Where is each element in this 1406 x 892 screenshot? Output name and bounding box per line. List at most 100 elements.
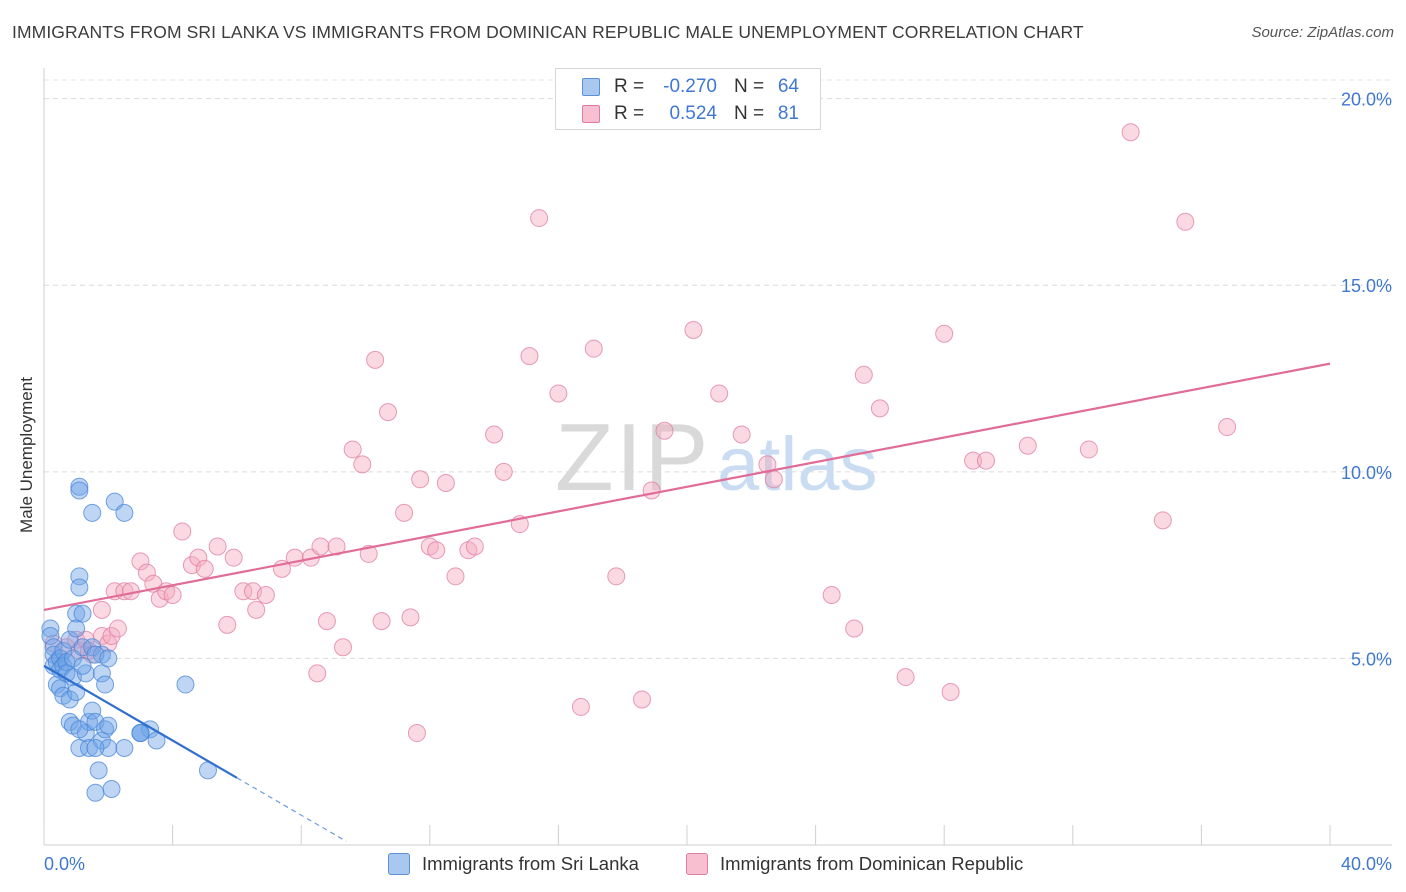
point-dominican: [343, 440, 362, 459]
point-sri-lanka: [86, 783, 105, 802]
point-sri-lanka: [131, 724, 150, 743]
series-label-sri-lanka: Immigrants from Sri Lanka: [422, 853, 639, 874]
y-tick-label: 20.0%: [1341, 90, 1392, 110]
point-sri-lanka: [73, 604, 92, 623]
point-sri-lanka: [99, 738, 118, 757]
point-dominican: [870, 399, 889, 418]
point-sri-lanka: [83, 503, 102, 522]
point-sri-lanka: [70, 481, 89, 500]
legend-r-label: R =: [614, 76, 645, 97]
point-dominican: [247, 600, 266, 619]
point-dominican: [366, 350, 385, 369]
point-dominican: [584, 339, 603, 358]
trend-extension-sri-lanka: [236, 777, 347, 842]
point-sri-lanka: [83, 701, 102, 720]
point-sri-lanka: [67, 604, 86, 623]
point-sri-lanka: [70, 738, 89, 757]
point-sri-lanka: [99, 649, 118, 668]
source-credit: Source: ZipAtlas.com: [1251, 24, 1394, 41]
point-dominican: [1018, 436, 1037, 455]
point-dominican: [163, 585, 182, 604]
point-dominican: [401, 608, 420, 627]
chart-title: IMMIGRANTS FROM SRI LANKA VS IMMIGRANTS …: [12, 22, 1084, 42]
point-dominican: [195, 559, 214, 578]
point-dominican: [1176, 212, 1195, 231]
tick-labels: 5.0% 10.0% 15.0% 20.0% 0.0% 40.0%: [44, 90, 1392, 874]
point-dominican: [208, 537, 227, 556]
point-dominican: [494, 462, 513, 481]
point-dominican: [353, 455, 372, 474]
point-dominican: [845, 619, 864, 638]
point-dominican: [407, 724, 426, 743]
legend-n-label: N =: [734, 103, 765, 124]
point-dominican: [710, 384, 729, 403]
point-dominican: [1153, 511, 1172, 530]
point-dominican: [896, 668, 915, 687]
point-dominican: [1079, 440, 1098, 459]
legend-r-value: 0.524: [669, 103, 717, 124]
point-sri-lanka: [41, 627, 60, 646]
point-sri-lanka: [92, 731, 111, 750]
x-tick-label-start: 0.0%: [44, 854, 85, 874]
trend-line-dominican: [43, 362, 1331, 611]
y-tick-label: 10.0%: [1341, 463, 1392, 483]
point-sri-lanka: [99, 716, 118, 735]
trend-line-sri-lanka: [43, 664, 238, 779]
legend-swatch-dominican: [582, 105, 600, 123]
point-sri-lanka: [73, 656, 92, 675]
point-sri-lanka: [67, 619, 86, 638]
y-tick-label: 15.0%: [1341, 276, 1392, 296]
stats-legend: R = -0.270 N = 64 R = 0.524 N = 81: [555, 68, 821, 130]
point-dominican: [764, 470, 783, 489]
legend-swatch-sri-lanka: [582, 78, 600, 96]
point-dominican: [189, 548, 208, 567]
point-sri-lanka: [70, 720, 89, 739]
point-dominican: [108, 619, 127, 638]
legend-n-value: 64: [777, 76, 799, 97]
point-dominican: [137, 563, 156, 582]
point-dominican: [964, 451, 983, 470]
point-dominican: [1218, 418, 1237, 437]
point-dominican: [359, 544, 378, 563]
point-dominican: [941, 683, 960, 701]
point-sri-lanka: [67, 683, 86, 701]
point-dominican: [131, 552, 150, 571]
point-dominican: [317, 612, 336, 631]
point-dominican: [102, 627, 121, 646]
point-dominican: [372, 612, 391, 631]
point-dominican: [632, 690, 651, 709]
point-dominican: [520, 347, 539, 366]
point-dominican: [854, 365, 873, 384]
legend-row-dominican: R = 0.524 N = 81: [556, 101, 820, 127]
point-dominican: [549, 384, 568, 403]
point-dominican: [427, 541, 446, 560]
point-dominican: [446, 567, 465, 586]
point-sri-lanka: [80, 712, 99, 731]
point-sri-lanka: [70, 578, 89, 597]
point-dominican: [308, 664, 327, 683]
point-sri-lanka: [115, 738, 134, 757]
point-dominican: [655, 421, 674, 440]
point-dominican: [379, 403, 398, 422]
legend-n-value: 81: [777, 103, 799, 124]
point-dominican: [92, 600, 111, 619]
point-dominican: [530, 209, 549, 228]
point-sri-lanka: [96, 675, 115, 694]
point-dominican: [485, 425, 504, 444]
point-dominican: [224, 548, 243, 567]
legend-r-value: -0.270: [663, 76, 717, 97]
series-label-dominican: Immigrants from Dominican Republic: [720, 853, 1024, 874]
point-dominican: [758, 455, 777, 474]
point-sri-lanka: [44, 638, 63, 657]
legend-r-label: R =: [614, 103, 645, 124]
series-swatch-sri-lanka: [388, 853, 410, 875]
watermark: ZIP atlas: [555, 404, 878, 511]
point-dominican: [436, 474, 455, 493]
point-dominican: [465, 537, 484, 556]
point-dominican: [571, 697, 590, 716]
point-sri-lanka: [92, 664, 111, 683]
axes: [43, 68, 1392, 846]
point-sri-lanka: [86, 738, 105, 757]
point-sri-lanka: [41, 619, 60, 638]
